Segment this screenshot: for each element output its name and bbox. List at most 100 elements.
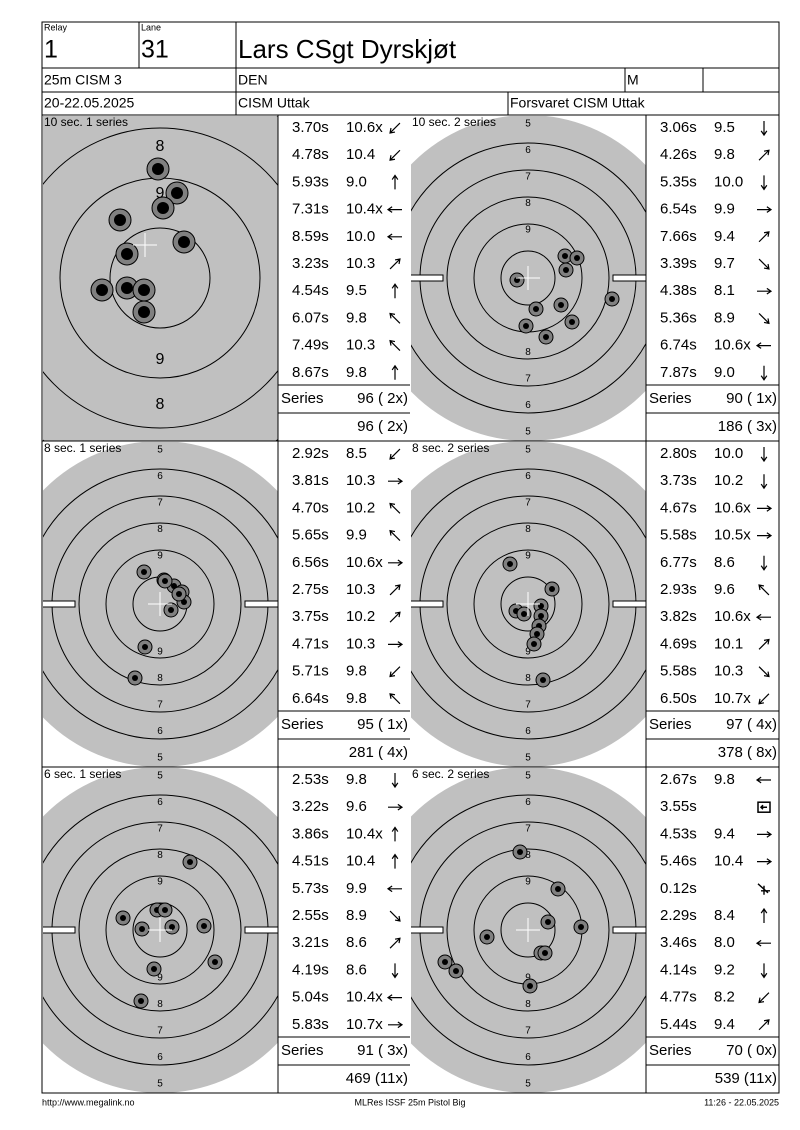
direction-arrow [755, 613, 771, 621]
shot-time: 2.80s [660, 445, 697, 462]
target: 8 9 9 8 [43, 116, 278, 441]
target: 5 6 7 8 9 9 8 7 6 5 [43, 442, 278, 767]
shot-score: 10.6x [346, 119, 383, 136]
shot-time: 8.67s [292, 364, 329, 381]
shot-time: 5.04s [292, 989, 329, 1006]
ring-label: 5 [525, 753, 531, 764]
direction-arrow [758, 313, 770, 325]
shot-score: 10.7x [346, 1016, 383, 1033]
direction-arrow [389, 149, 401, 161]
shot-time: 4.78s [292, 146, 329, 163]
shot-core [114, 214, 126, 226]
shot-time: 3.22s [292, 798, 329, 815]
shot-score: 10.3 [346, 635, 375, 652]
lane-label: Lane [141, 22, 161, 32]
shot-core [517, 849, 523, 855]
ring-label: 5 [525, 119, 531, 130]
ring [411, 142, 646, 414]
shot-score: 10.2 [714, 472, 743, 489]
shot-score: 9.2 [714, 961, 735, 978]
shot-time: 4.70s [292, 499, 329, 516]
shot-score: 10.4 [714, 853, 743, 870]
date: 20-22.05.2025 [44, 95, 135, 111]
shot-core [453, 968, 459, 974]
shot-core [578, 924, 584, 930]
ring-label: 5 [525, 445, 531, 456]
shot-score: 10.3 [346, 472, 375, 489]
ring [411, 794, 646, 1066]
ring-label: 5 [157, 445, 163, 456]
ring-label: 9 [157, 551, 163, 562]
direction-arrow [760, 963, 768, 979]
side-bar [612, 926, 646, 934]
direction-arrow [389, 666, 401, 678]
shot-core [540, 677, 546, 683]
shot-core [121, 282, 133, 294]
direction-arrow [386, 233, 402, 241]
ring-label: 9 [157, 877, 163, 888]
ring-label: 6 [157, 797, 163, 808]
shot-score: 10.3 [714, 663, 743, 680]
direction-arrow [391, 826, 399, 842]
ring-label: 8 [525, 673, 531, 684]
series-label: Series [649, 390, 692, 407]
shot-time: 7.49s [292, 337, 329, 354]
shot-score: 10.2 [346, 499, 375, 516]
relay-label: Relay [44, 22, 68, 32]
shot-core [534, 631, 540, 637]
centre-cross [516, 592, 540, 616]
shot-time: 2.55s [292, 907, 329, 924]
direction-arrow [391, 963, 399, 979]
direction-arrow [755, 342, 771, 349]
shot-time: 4.54s [292, 282, 329, 299]
shot-time: 6.07s [292, 309, 329, 326]
shot-score: 10.0 [346, 228, 375, 245]
direction-arrow [389, 448, 401, 460]
ring-label: 7 [157, 824, 163, 835]
panel-title: 8 sec. 2 series [412, 441, 489, 455]
shot-time: 4.77s [660, 989, 697, 1006]
shot-time: 4.71s [292, 635, 329, 652]
shot-core [545, 919, 551, 925]
series-total: 90 ( 1x) [726, 390, 777, 407]
shot-score: 9.8 [714, 771, 735, 788]
shot-score: 10.5x [714, 527, 751, 544]
ring-label: 5 [525, 427, 531, 438]
shot-score: 9.9 [346, 880, 367, 897]
centre-cross [148, 592, 172, 616]
shot-core [138, 998, 144, 1004]
ring-label: 8 [156, 396, 165, 413]
ring-label: 8 [525, 999, 531, 1010]
shot-time: 7.87s [660, 364, 697, 381]
ring [500, 250, 556, 306]
shot-time: 2.92s [292, 445, 329, 462]
direction-arrow [757, 532, 773, 539]
shot-core [484, 934, 490, 940]
series-label: Series [281, 716, 324, 733]
shot-time: 3.86s [292, 825, 329, 842]
ring-label: 9 [157, 973, 163, 984]
shot-core [162, 578, 168, 584]
ring [446, 522, 610, 686]
series-total: 70 ( 0x) [726, 1042, 777, 1059]
shot-time: 5.73s [292, 880, 329, 897]
shot-core [442, 959, 448, 965]
shot-core [142, 644, 148, 650]
direction-arrow [386, 885, 402, 893]
direction-arrow [391, 773, 399, 789]
shot-core [574, 255, 580, 261]
shot-score: 10.6x [346, 554, 383, 571]
shot-score: 8.9 [346, 907, 367, 924]
shot-time: 2.29s [660, 907, 697, 924]
cumulative-total: 539 (11x) [715, 1070, 777, 1087]
direction-arrow [389, 611, 401, 623]
ring-label: 5 [157, 753, 163, 764]
direction-arrow [391, 283, 399, 299]
ring [411, 468, 646, 740]
shot-time: 2.93s [660, 581, 697, 598]
ring-label: 7 [525, 1026, 531, 1037]
direction-arrow [389, 529, 401, 541]
direction-arrow [391, 174, 399, 190]
direction-arrow [760, 555, 768, 571]
ring-label: 7 [525, 172, 531, 183]
